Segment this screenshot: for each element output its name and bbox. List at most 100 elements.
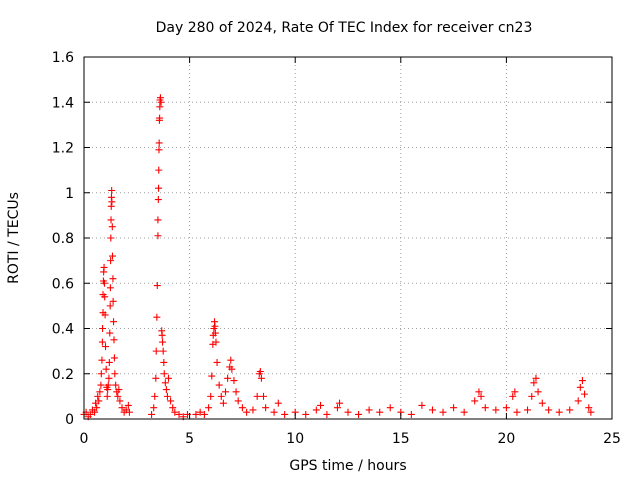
data-point [107, 202, 115, 210]
data-point [99, 325, 107, 332]
x-tick-label: 15 [392, 431, 410, 447]
data-point [155, 184, 163, 192]
data-point [110, 354, 118, 362]
data-point [110, 336, 118, 344]
chart-title: Day 280 of 2024, Rate Of TEC Index for r… [156, 20, 533, 36]
data-point [160, 370, 168, 378]
data-point [502, 404, 510, 412]
data-point [155, 166, 163, 174]
data-point [227, 356, 235, 364]
data-point [256, 367, 264, 375]
data-point [124, 401, 132, 409]
data-point [228, 365, 236, 373]
data-point [100, 263, 108, 271]
data-point [104, 386, 112, 394]
data-point [581, 390, 589, 398]
data-point [262, 404, 270, 412]
data-point [578, 377, 586, 385]
data-point [219, 399, 227, 407]
data-point [333, 404, 341, 412]
data-point [108, 198, 116, 206]
data-point [260, 392, 268, 400]
data-point [492, 406, 500, 414]
x-axis-ticks: 0 5 10 15 20 25 [80, 57, 621, 447]
data-point [471, 397, 479, 405]
data-point [450, 404, 458, 412]
data-point [585, 404, 593, 412]
data-point [94, 392, 102, 400]
data-point [524, 406, 532, 414]
data-point [513, 408, 521, 416]
data-point [111, 370, 119, 378]
data-point [302, 410, 310, 418]
data-point [148, 410, 156, 418]
data-point [115, 386, 123, 394]
data-point [212, 338, 220, 346]
data-point [106, 329, 114, 337]
data-point [167, 397, 175, 405]
x-tick-label: 25 [603, 431, 621, 447]
x-axis-label: GPS time / hours [289, 458, 406, 474]
y-tick-label: 1.6 [52, 50, 74, 66]
data-points [80, 94, 595, 421]
data-point [95, 397, 103, 405]
data-point [112, 381, 120, 389]
data-point [386, 404, 394, 412]
data-point [107, 234, 115, 242]
data-point [555, 408, 563, 416]
x-tick-label: 10 [286, 431, 304, 447]
data-point [107, 257, 115, 265]
data-point [156, 94, 164, 102]
data-point [153, 282, 161, 290]
data-point [249, 406, 257, 414]
data-point [164, 374, 172, 382]
data-point [105, 374, 113, 382]
data-point [215, 381, 223, 389]
y-axis-ticks: 0 0.2 0.4 0.6 0.8 1 1.2 1.4 1.6 [52, 50, 612, 428]
data-point [475, 388, 483, 396]
data-point [107, 216, 115, 224]
data-point [211, 329, 219, 337]
data-point [270, 408, 278, 416]
data-point [108, 186, 116, 194]
data-point [106, 284, 114, 292]
data-point [538, 399, 546, 407]
data-point [159, 338, 167, 346]
data-point [156, 103, 164, 111]
y-tick-label: 0.8 [52, 231, 74, 247]
data-point [511, 388, 519, 396]
data-point [150, 404, 158, 412]
data-point [407, 410, 415, 418]
data-point [100, 279, 108, 287]
data-point [109, 275, 117, 283]
data-point [207, 392, 215, 400]
data-point [323, 410, 331, 418]
data-point [222, 388, 230, 396]
data-point [576, 383, 584, 391]
data-point [460, 408, 468, 416]
data-point [114, 392, 122, 400]
y-tick-label: 0.4 [52, 322, 74, 338]
data-point [86, 410, 94, 418]
data-point [208, 372, 216, 380]
data-point [530, 379, 538, 387]
data-point [163, 392, 171, 400]
y-axis-label: ROTI / TECUs [6, 192, 22, 284]
x-tick-label: 20 [497, 431, 515, 447]
data-point [154, 232, 162, 240]
data-point [151, 392, 159, 400]
data-point [365, 406, 373, 414]
data-point [192, 410, 200, 418]
data-point [232, 388, 240, 396]
data-point [196, 408, 204, 416]
data-point [545, 406, 553, 414]
grid-lines [84, 57, 612, 419]
data-point [116, 397, 124, 405]
y-tick-label: 1.4 [52, 95, 74, 111]
data-point [274, 399, 282, 407]
data-point [528, 392, 536, 400]
data-point [98, 338, 106, 346]
data-point [91, 408, 99, 416]
data-point [109, 297, 117, 305]
